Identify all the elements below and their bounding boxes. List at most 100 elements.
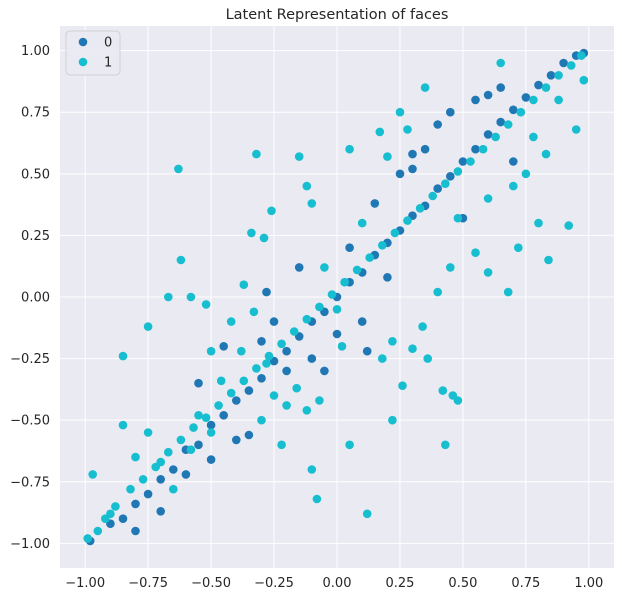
data-point-series-0 [534,80,543,90]
x-tick-label: −0.50 [191,576,231,591]
data-point-series-1 [106,509,115,519]
data-point-series-1 [415,204,425,213]
data-point-series-1 [418,322,427,331]
data-point-series-1 [226,317,236,326]
x-tick-label: 0.25 [385,576,414,591]
data-point-series-0 [345,243,354,252]
data-point-series-1 [420,83,430,92]
data-point-series-1 [403,216,412,225]
data-point-series-1 [312,494,322,504]
data-point-series-1 [111,502,120,511]
data-point-series-1 [448,391,458,400]
data-point-series-1 [395,107,405,117]
data-point-series-1 [320,263,329,272]
data-point-series-0 [244,386,254,395]
data-point-series-0 [433,184,443,193]
data-point-series-1 [390,228,400,238]
data-point-series-1 [352,265,362,275]
y-tick-label: 0.25 [21,229,50,244]
data-point-series-1 [566,61,576,70]
data-point-series-1 [294,152,304,161]
x-tick-label: −0.25 [254,576,294,591]
data-point-series-1 [252,364,261,373]
data-point-series-1 [216,376,226,386]
data-point-series-1 [365,253,375,262]
y-tick-label: −1.00 [10,537,50,552]
data-point-series-1 [541,83,551,92]
data-point-series-1 [247,228,256,238]
x-tick-label: 0.50 [448,576,477,591]
data-point-series-0 [143,489,153,499]
data-point-series-1 [269,391,279,400]
data-point-series-1 [529,95,538,105]
data-point-series-1 [483,194,493,203]
data-point-series-1 [189,423,198,432]
data-point-series-0 [546,71,556,80]
data-point-series-1 [206,428,216,437]
data-point-series-0 [262,287,271,297]
x-axis-ticks: −1.00 −0.75 −0.50 −0.25 0.00 0.25 0.50 0.75 1.00 [65,576,603,591]
data-point-series-1 [564,221,573,230]
x-tick-label: 0.75 [511,576,540,591]
data-point-series-1 [529,132,538,142]
data-point-series-1 [169,484,178,494]
data-point-series-0 [232,396,241,405]
data-point-series-1 [378,241,387,250]
data-point-series-0 [206,420,216,430]
y-tick-label: −0.75 [10,475,50,490]
x-tick-label: 1.00 [574,576,603,591]
data-point-series-1 [408,344,417,354]
data-point-series-1 [174,164,183,174]
data-point-series-1 [88,470,97,479]
data-point-series-1 [340,277,349,287]
data-point-series-1 [237,346,246,356]
data-point-series-0 [282,346,291,356]
data-point-series-0 [156,475,165,484]
data-point-series-1 [398,381,407,391]
data-point-series-1 [516,107,526,117]
data-point-series-1 [375,127,385,137]
data-point-series-0 [521,93,531,102]
data-point-series-0 [156,507,165,516]
data-point-series-0 [509,105,518,115]
data-point-series-1 [509,181,518,191]
data-point-series-1 [378,354,387,363]
data-point-series-1 [428,191,438,201]
data-point-series-0 [194,440,203,450]
data-point-series-0 [169,465,178,474]
data-point-series-0 [219,342,228,351]
data-point-series-0 [408,164,417,174]
data-point-series-0 [458,157,468,166]
data-point-series-1 [118,420,128,430]
data-point-series-1 [496,58,506,68]
data-point-series-1 [315,302,324,312]
y-tick-label: 0.75 [21,106,50,121]
legend-label-0: 0 [104,36,112,51]
data-point-series-1 [249,307,259,317]
data-point-series-1 [164,447,173,457]
data-point-series-0 [496,83,506,92]
y-tick-label: 0.50 [21,167,50,182]
data-point-series-1 [534,218,543,228]
data-point-series-1 [214,401,223,410]
data-point-series-0 [496,117,506,127]
data-point-series-0 [370,199,380,208]
data-point-series-1 [201,300,211,309]
x-tick-label: −1.00 [65,576,105,591]
data-point-series-0 [206,455,216,464]
data-point-series-0 [483,130,493,139]
data-point-series-1 [521,169,531,179]
data-point-series-1 [289,327,299,336]
data-point-series-1 [186,445,196,455]
y-tick-label: 1.00 [21,44,50,59]
data-point-series-1 [264,351,274,361]
data-point-series-1 [239,376,249,386]
data-point-series-1 [126,484,135,494]
data-point-series-0 [433,120,443,129]
data-point-series-1 [362,509,372,519]
data-point-series-1 [403,125,412,134]
data-point-series-1 [345,144,354,154]
y-tick-label: 0.00 [21,291,50,306]
data-point-series-1 [156,457,165,467]
